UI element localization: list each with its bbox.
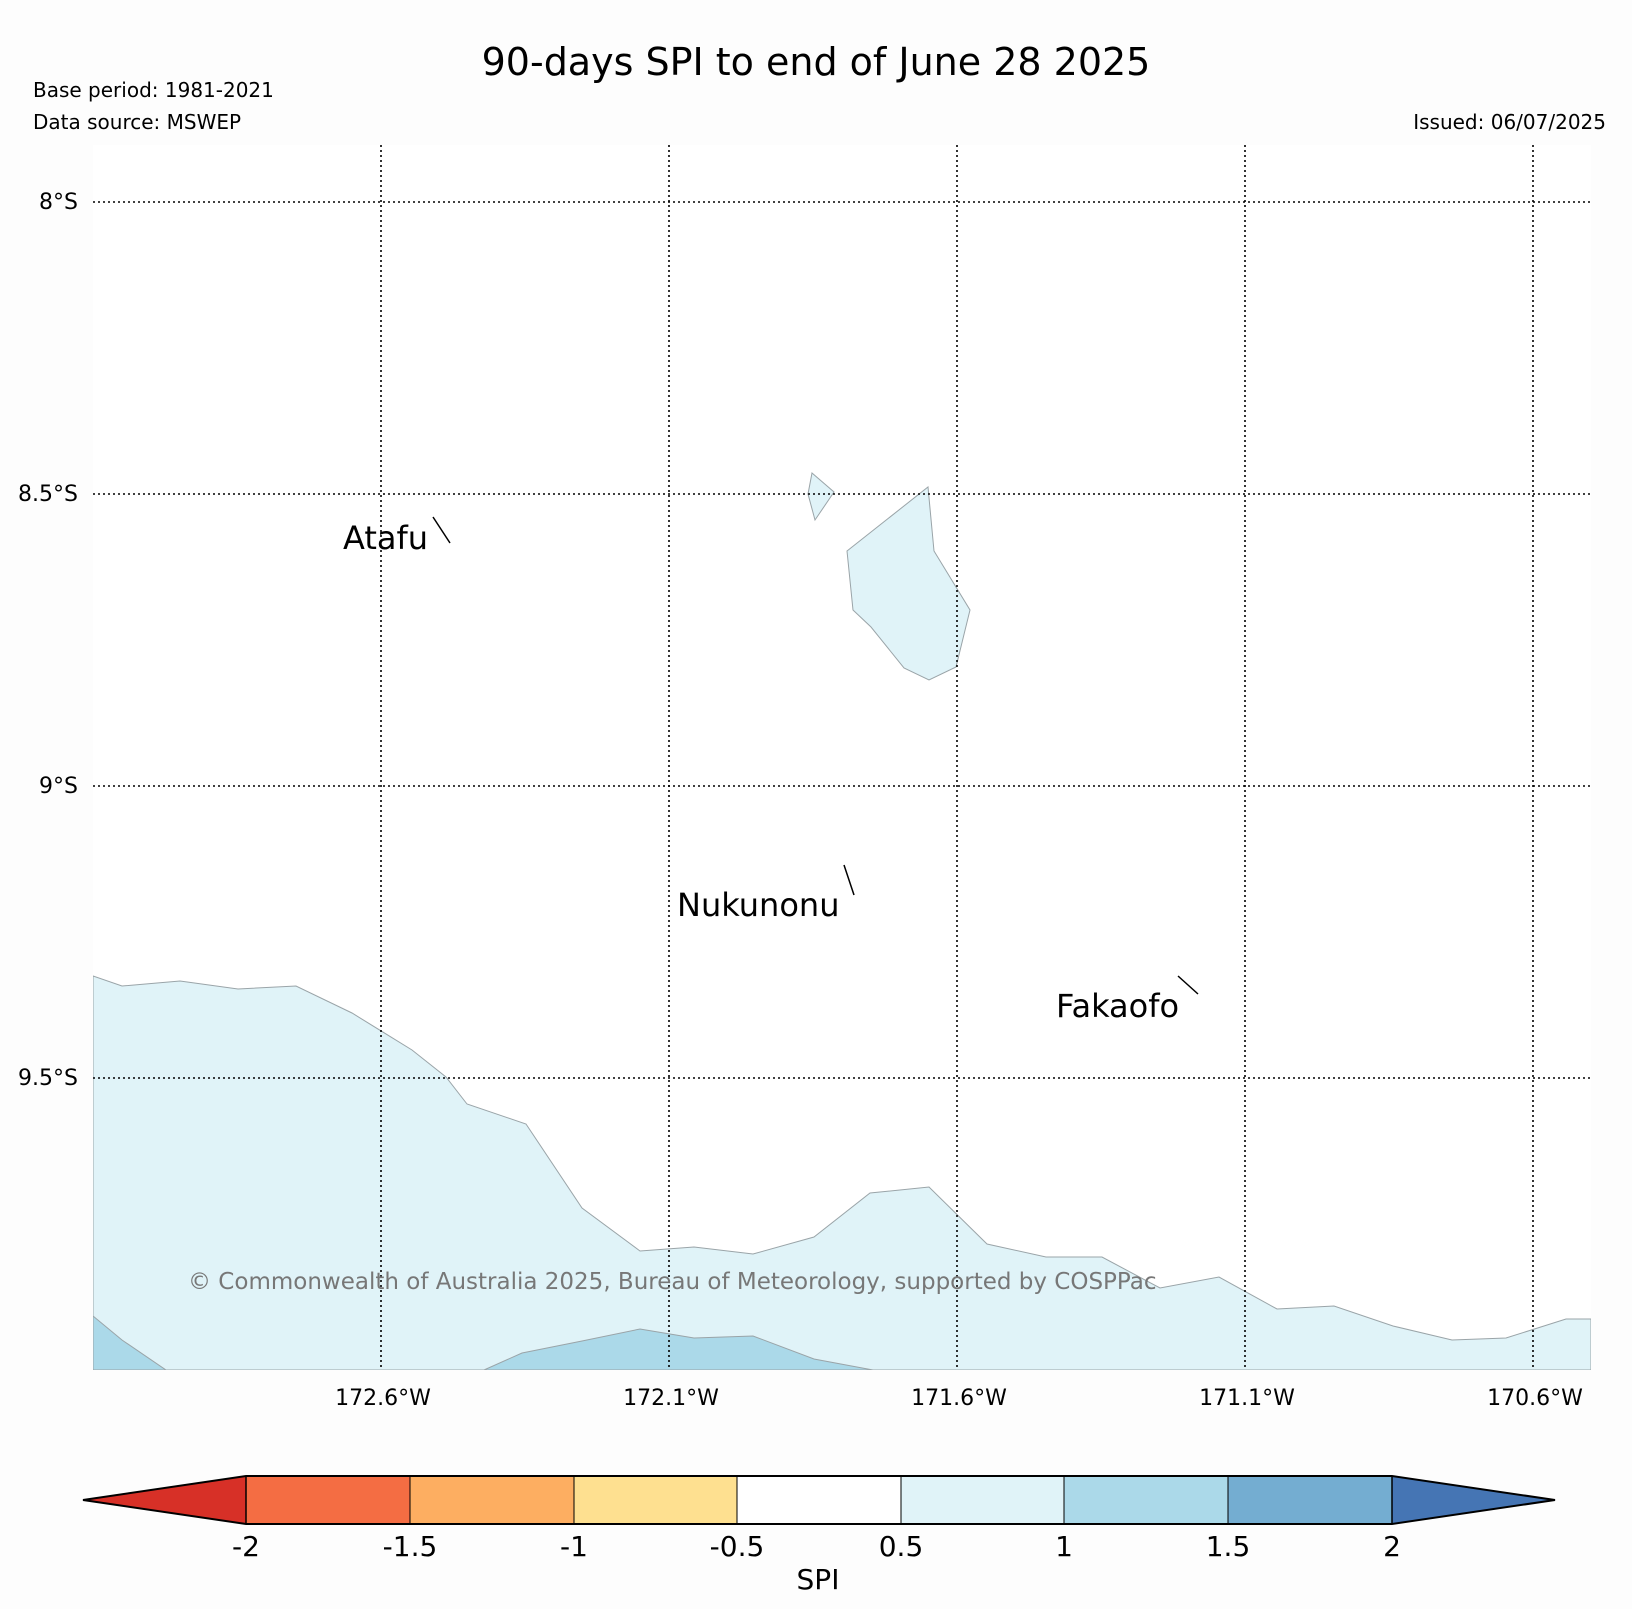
issued-date: Issued: 06/07/2025 [1413, 110, 1606, 134]
graticule [93, 145, 1591, 1370]
colorbar-label: SPI [797, 1563, 840, 1596]
colorbar-tick-label: 1.5 [1206, 1530, 1251, 1563]
lon-label: 172.1°W [623, 1386, 719, 1411]
lon-label: 171.6°W [911, 1386, 1007, 1411]
base-period-note: Base period: 1981-2021 [33, 78, 274, 102]
spi-wet-patch-north [846, 486, 971, 681]
atoll-marker-atafu [432, 516, 451, 544]
map-title: 90-days SPI to end of June 28 2025 [481, 40, 1151, 84]
lat-label: 9.5°S [18, 1066, 78, 1091]
lon-label: 172.6°W [335, 1386, 431, 1411]
colorbar-extend-high [1392, 1476, 1555, 1524]
colorbar-segment [901, 1476, 1064, 1524]
colorbar-segment [246, 1476, 410, 1524]
colorbar-segment [1064, 1476, 1228, 1524]
spi-wet-band-1-1.5 [93, 1315, 167, 1370]
lon-label: 170.6°W [1487, 1386, 1583, 1411]
spi-wet-band-1-1.5 [483, 1328, 874, 1370]
lat-label: 8°S [39, 190, 78, 215]
colorbar-tick-label: 0.5 [879, 1530, 924, 1563]
atoll-marker-nukunonu [843, 864, 855, 896]
colorbar-tick-label: -1.5 [383, 1530, 438, 1563]
colorbar-tick-label: 2 [1383, 1530, 1401, 1563]
lon-label: 171.1°W [1199, 1386, 1295, 1411]
colorbar-extend-low [83, 1476, 246, 1524]
colorbar-segment [737, 1476, 901, 1524]
colorbar-segment [1228, 1476, 1392, 1524]
colorbar-segment [410, 1476, 574, 1524]
copyright-notice: © Commonwealth of Australia 2025, Bureau… [188, 1269, 1157, 1295]
spi-field [93, 145, 1591, 1370]
place-label-atafu: Atafu [343, 519, 428, 557]
colorbar [82, 1475, 1556, 1525]
spi-wet-patch-north [807, 472, 835, 522]
spi-wet-band-0.5-1 [93, 975, 1591, 1370]
place-label-nukunonu: Nukunonu [677, 886, 839, 924]
colorbar-tick-label: -0.5 [710, 1530, 765, 1563]
colorbar-segment [574, 1476, 737, 1524]
data-source-note: Data source: MSWEP [33, 110, 242, 134]
colorbar-tick-label: -1 [560, 1530, 588, 1563]
colorbar-tick-label: 1 [1055, 1530, 1073, 1563]
lat-label: 9°S [39, 774, 78, 799]
place-label-fakaofo: Fakaofo [1056, 987, 1179, 1025]
atoll-marker-fakaofo [1177, 975, 1199, 995]
lat-label: 8.5°S [18, 482, 78, 507]
colorbar-tick-label: -2 [232, 1530, 260, 1563]
